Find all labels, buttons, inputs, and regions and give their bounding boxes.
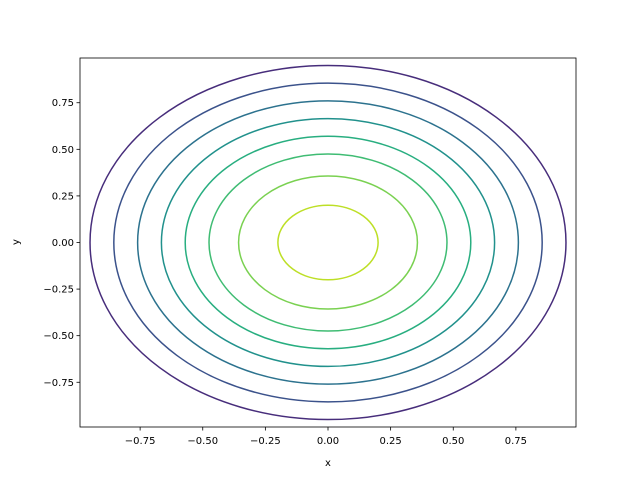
contour-line (277, 204, 379, 281)
contour-line (113, 82, 543, 403)
x-tick-label: 0.50 (442, 436, 464, 447)
y-tick-label: 0.00 (52, 238, 74, 249)
x-tick-label: 0.75 (505, 436, 527, 447)
contour-line (89, 64, 567, 421)
x-tick-label: −0.50 (187, 436, 218, 447)
contour-line (208, 153, 448, 332)
y-tick-label: 0.25 (52, 191, 74, 202)
plot-frame (79, 57, 577, 428)
y-tick-label: 0.75 (52, 98, 74, 109)
x-tick-label: −0.75 (125, 436, 156, 447)
x-tick-label: −0.25 (250, 436, 281, 447)
y-tick-label: −0.75 (43, 378, 74, 389)
y-tick-label: −0.50 (43, 331, 74, 342)
contour-line (184, 135, 472, 350)
x-axis-label: x (325, 458, 331, 469)
contour-line (136, 100, 520, 385)
x-tick-label: 0.25 (379, 436, 401, 447)
y-axis-label: y (11, 239, 22, 245)
y-tick-label: 0.50 (52, 145, 74, 156)
contour-line (160, 117, 496, 368)
contour-line (237, 175, 419, 310)
y-tick-label: −0.25 (43, 285, 74, 296)
x-tick-label: 0.00 (317, 436, 339, 447)
